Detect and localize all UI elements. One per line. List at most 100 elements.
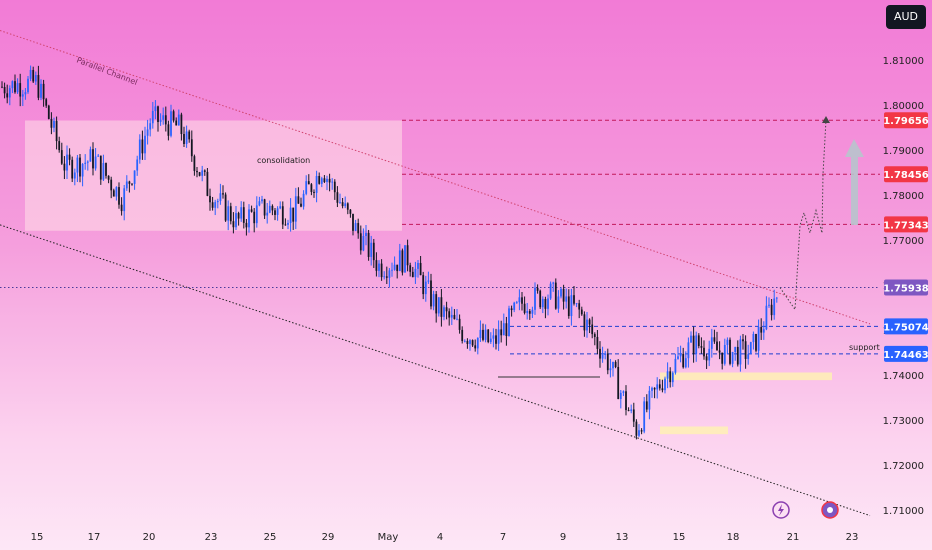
candle — [224, 194, 227, 221]
candle — [349, 209, 352, 214]
candle — [58, 141, 61, 151]
support-label: support — [849, 343, 880, 352]
y-tick-label: 1.78000 — [883, 191, 924, 202]
candle — [336, 192, 339, 203]
low-zone — [660, 426, 728, 435]
y-tick-label: 1.77000 — [883, 236, 924, 247]
candle — [643, 401, 646, 432]
candle — [487, 329, 490, 343]
lightning-icon[interactable] — [772, 501, 790, 519]
candle — [674, 358, 677, 373]
channel-label: Parallel Channel — [75, 55, 138, 87]
x-tick-label: 23 — [846, 532, 859, 543]
candle — [752, 333, 755, 343]
candle — [549, 283, 552, 299]
candle — [258, 201, 261, 206]
candle — [526, 311, 529, 313]
currency-badge[interactable]: AUD — [886, 5, 926, 29]
candle — [739, 339, 742, 365]
candle — [219, 193, 222, 202]
candle — [640, 430, 643, 432]
candle — [222, 193, 224, 195]
candle — [289, 207, 292, 223]
candle — [627, 410, 630, 411]
candle — [500, 329, 503, 336]
candle — [372, 242, 375, 261]
candle — [635, 421, 638, 436]
price-label-text: 1.74463 — [883, 350, 929, 361]
candle — [68, 154, 71, 160]
candle — [575, 303, 578, 305]
candle — [232, 221, 235, 228]
candle — [765, 305, 768, 330]
projection-arrowhead — [822, 116, 830, 124]
candle — [99, 155, 102, 180]
candle — [567, 296, 570, 317]
candle — [50, 118, 53, 128]
x-tick-label: 23 — [205, 532, 218, 543]
candle — [677, 356, 679, 359]
candle — [370, 242, 373, 257]
candle — [528, 311, 531, 314]
candle — [495, 335, 497, 344]
candle — [380, 263, 383, 278]
candle — [510, 308, 513, 311]
candle — [367, 232, 370, 257]
candle — [489, 338, 492, 343]
candle — [385, 276, 388, 278]
candle — [73, 172, 76, 179]
candle — [406, 245, 409, 266]
candle — [346, 203, 349, 210]
candle — [521, 297, 523, 304]
candle — [3, 87, 6, 94]
candle — [138, 139, 141, 160]
candle — [136, 159, 139, 171]
candle — [14, 81, 16, 93]
candle — [378, 263, 380, 271]
candle — [664, 378, 666, 391]
candle — [180, 114, 183, 135]
candle — [32, 69, 35, 82]
price-label — [884, 216, 928, 233]
candle — [190, 139, 193, 157]
candle — [404, 245, 406, 273]
candle — [89, 149, 92, 162]
candle — [34, 75, 37, 82]
candle — [726, 339, 729, 345]
candle — [245, 222, 248, 228]
candle — [125, 181, 128, 189]
candle — [206, 171, 209, 196]
candle — [476, 337, 479, 349]
candle — [274, 210, 276, 215]
candle — [253, 211, 256, 224]
candle — [661, 388, 664, 391]
candle — [107, 175, 110, 180]
candle — [102, 163, 105, 180]
candle — [250, 209, 253, 212]
candle — [435, 294, 438, 314]
candle — [775, 297, 778, 299]
candle — [573, 295, 575, 304]
candle — [401, 250, 404, 273]
candle — [523, 303, 526, 313]
candle — [736, 346, 739, 365]
candle — [313, 191, 315, 193]
candle — [315, 175, 318, 193]
candle — [27, 78, 29, 93]
candle — [432, 294, 435, 307]
candle — [632, 409, 635, 422]
candle — [710, 337, 713, 349]
candle — [583, 314, 586, 331]
candle — [201, 170, 204, 176]
candle — [497, 329, 500, 344]
candle — [45, 99, 48, 106]
candle — [287, 222, 289, 225]
candle — [310, 184, 313, 192]
candle — [21, 94, 24, 97]
x-tick-label: 29 — [322, 532, 335, 543]
candle — [157, 106, 159, 123]
candle — [651, 387, 653, 391]
channel-upper-line — [0, 30, 871, 325]
